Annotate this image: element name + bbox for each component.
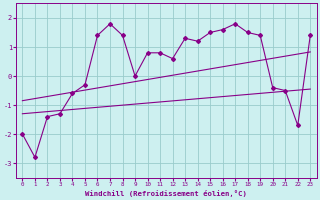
X-axis label: Windchill (Refroidissement éolien,°C): Windchill (Refroidissement éolien,°C) <box>85 190 247 197</box>
